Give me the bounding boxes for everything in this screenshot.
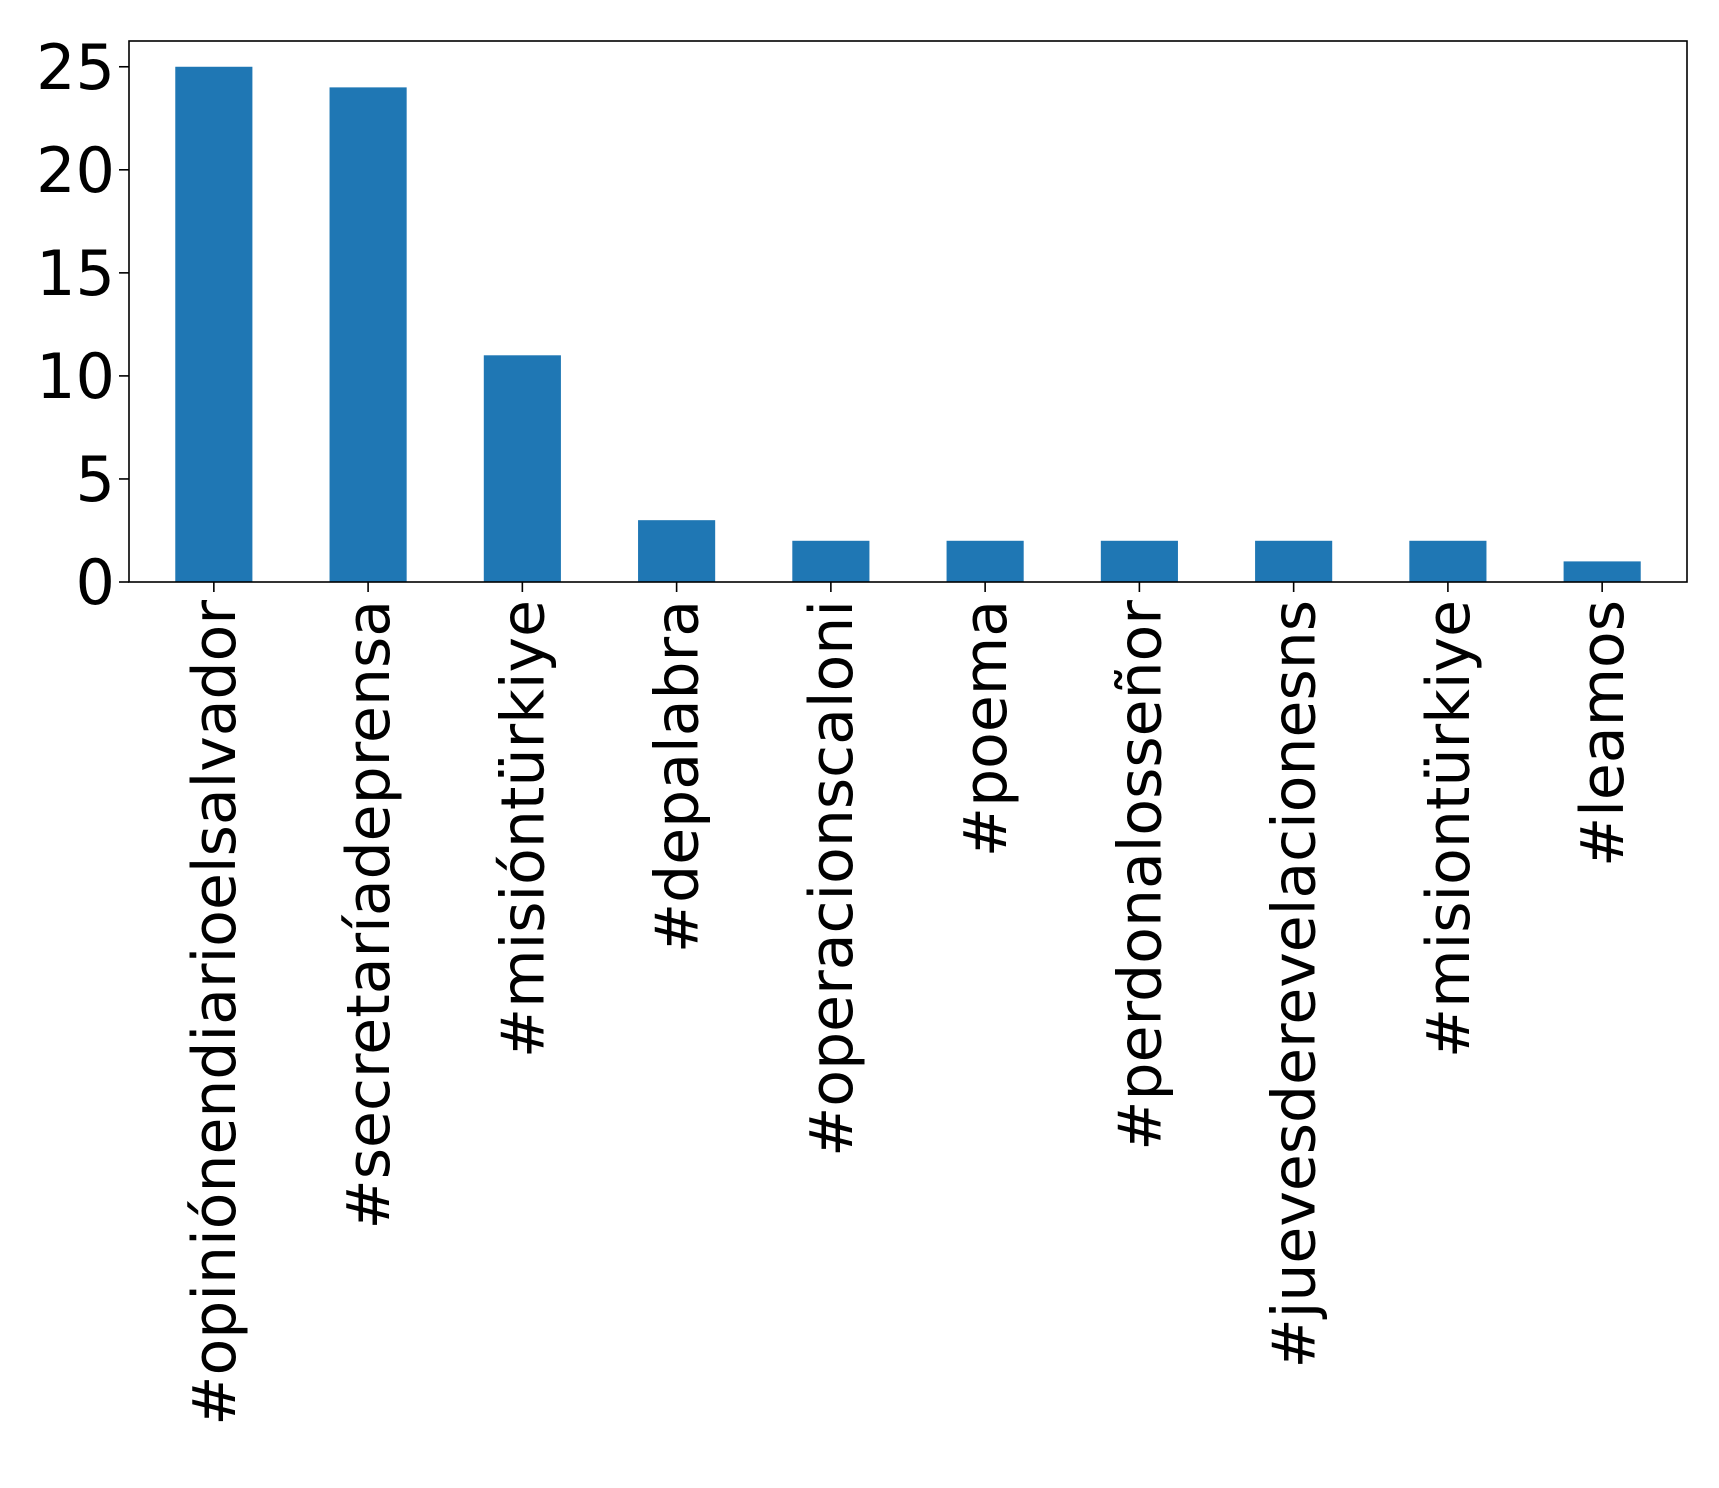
x-tick-label: #secretaríadeprensa [334, 600, 404, 1230]
bar [175, 66, 253, 582]
bar [1563, 561, 1641, 582]
bar [483, 355, 561, 582]
x-tick-label: #poema [951, 600, 1021, 857]
x-tick-label: #perdonalosseñor [1105, 600, 1175, 1151]
y-tick-label: 25 [36, 31, 115, 104]
y-axis: 0 5 10 15 20 25 [36, 31, 129, 619]
y-tick-label: 20 [36, 134, 115, 207]
bar [1100, 540, 1178, 582]
x-tick-label: #juevesderevelacionesns [1260, 600, 1330, 1369]
x-tick-label: #opiniónendiarioelsalvador [180, 600, 250, 1426]
y-tick-label: 0 [76, 546, 115, 619]
bar [792, 540, 870, 582]
x-tick-label: #misiontürkiye [1414, 600, 1484, 1058]
x-tick-label: #depalabra [643, 600, 713, 953]
bar [638, 520, 716, 582]
x-axis: #opiniónendiarioelsalvador #secretaríadep… [180, 582, 1638, 1426]
bar [946, 540, 1024, 582]
bars [175, 66, 1641, 582]
bar [329, 87, 407, 582]
y-tick-label: 10 [36, 340, 115, 413]
x-tick-label: #misióntürkiye [488, 600, 558, 1058]
x-tick-label: #operacionscaloni [797, 600, 867, 1157]
y-tick-label: 5 [76, 443, 115, 516]
bar [1409, 540, 1487, 582]
plot-frame [128, 40, 1688, 583]
bar [1255, 540, 1333, 582]
x-tick-label: #leamos [1568, 600, 1638, 867]
y-tick-label: 15 [36, 237, 115, 310]
